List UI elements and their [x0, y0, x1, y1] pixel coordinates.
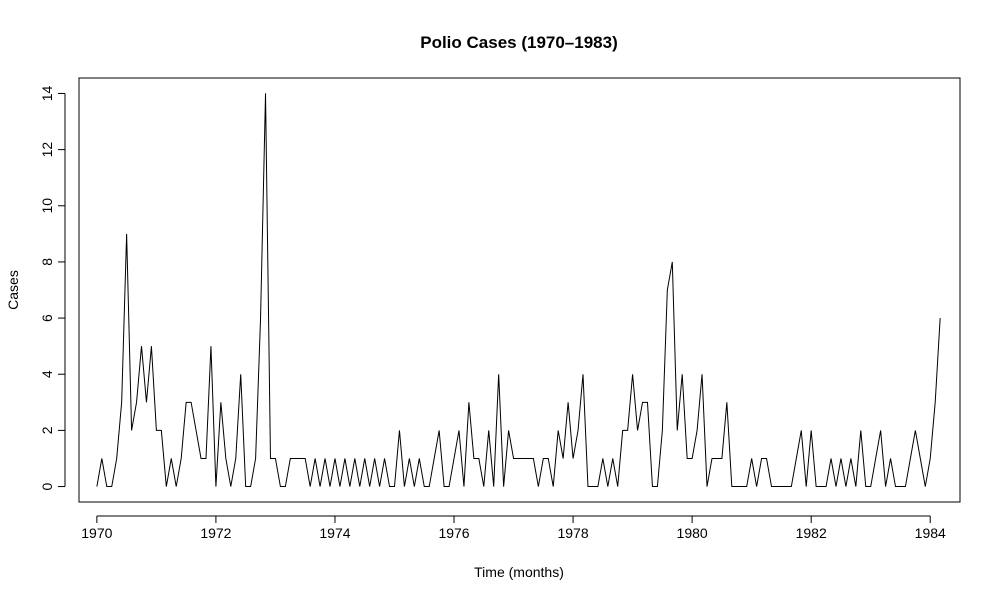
x-tick-label: 1976 — [438, 525, 469, 541]
x-axis-label: Time (months) — [474, 564, 564, 580]
y-tick-label: 4 — [39, 370, 55, 378]
plot-frame — [78, 77, 961, 503]
x-tick-label: 1980 — [677, 525, 708, 541]
y-tick-label: 12 — [39, 142, 55, 158]
series-line — [96, 93, 941, 488]
x-tick-label: 1974 — [319, 525, 350, 541]
y-axis: 0 2 4 6 8 10 12 14 — [39, 85, 66, 490]
x-tick-label: 1984 — [915, 525, 946, 541]
y-tick-label: 6 — [39, 314, 55, 322]
y-tick-label: 8 — [39, 258, 55, 266]
x-tick-label: 1972 — [200, 525, 231, 541]
y-tick-label: 14 — [39, 85, 55, 101]
y-axis-label: Cases — [5, 270, 21, 310]
x-tick-label: 1970 — [81, 525, 112, 541]
x-tick-label: 1982 — [796, 525, 827, 541]
y-tick-label: 0 — [39, 482, 55, 490]
x-axis: 1970 1972 1974 1976 1978 1980 1982 1984 — [81, 515, 946, 541]
y-tick-label: 10 — [39, 198, 55, 214]
x-tick-label: 1978 — [557, 525, 588, 541]
y-tick-label: 2 — [39, 426, 55, 434]
chart-title: Polio Cases (1970–1983) — [420, 33, 618, 52]
